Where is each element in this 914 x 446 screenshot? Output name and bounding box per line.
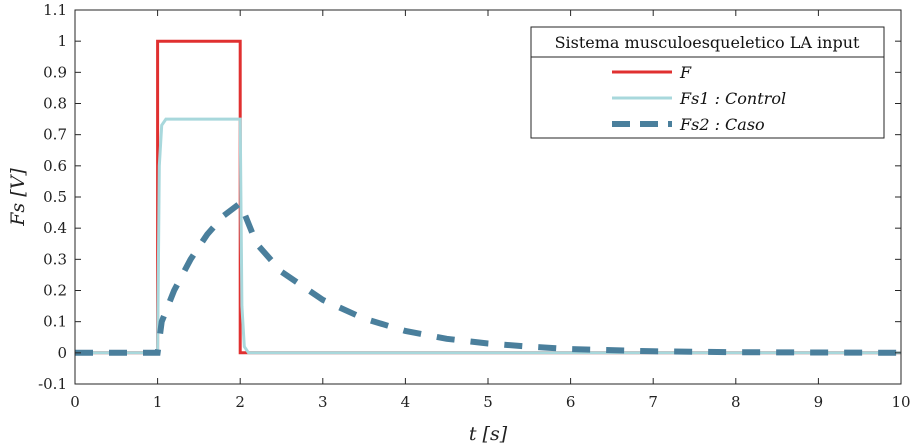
- y-tick-label: 0.1: [43, 313, 67, 331]
- y-tick-label: 0.8: [43, 95, 67, 113]
- x-tick-label: 3: [318, 393, 328, 411]
- x-tick-label: 6: [566, 393, 576, 411]
- x-tick-label: 0: [70, 393, 80, 411]
- x-tick-label: 7: [648, 393, 658, 411]
- series-line-3: [75, 198, 902, 356]
- y-tick-label: 1: [57, 32, 67, 50]
- y-tick-label: 0.4: [43, 219, 67, 237]
- x-tick-label: 5: [483, 393, 493, 411]
- y-tick-label: 0.7: [43, 126, 67, 144]
- y-tick-label: 0.6: [43, 157, 67, 175]
- y-tick-label: 0.3: [43, 250, 67, 268]
- legend-items: F Fs1 : Control Fs2 : Caso: [612, 63, 786, 134]
- y-tick-label: 1.1: [43, 1, 67, 19]
- y-axis-label: Fs [V]: [7, 168, 29, 227]
- series-line-2: [75, 117, 901, 355]
- legend-title: Sistema musculoesqueletico LA input: [555, 33, 860, 52]
- x-tick-label: 10: [891, 393, 910, 411]
- y-tick-label: 0.2: [43, 282, 67, 300]
- y-tick-label: 0.5: [43, 188, 67, 206]
- x-tick-label: 1: [153, 393, 163, 411]
- x-axis-label: t [s]: [469, 423, 508, 445]
- y-tick-label: -0.1: [38, 375, 67, 393]
- legend-box: [530, 26, 885, 139]
- legend-label-1: F: [679, 63, 692, 82]
- y-tick-label: 0: [57, 344, 67, 362]
- legend: Sistema musculoesqueletico LA input F Fs1…: [530, 26, 885, 139]
- series-lines: [75, 39, 902, 356]
- x-tick-label: 8: [731, 393, 741, 411]
- x-tick-label: 9: [814, 393, 824, 411]
- legend-label-2: Fs1 : Control: [679, 89, 786, 108]
- x-tick-label: 2: [235, 393, 245, 411]
- axis-ticks: [74, 9, 902, 385]
- legend-label-3: Fs2 : Caso: [679, 115, 765, 134]
- y-tick-label: 0.9: [43, 63, 67, 81]
- x-tick-label: 4: [401, 393, 411, 411]
- axis-tick-labels: 0 1 2 3 4 5 6 7 8 9 10-0.100.10.20.30.40.50.60.70.…: [38, 1, 910, 411]
